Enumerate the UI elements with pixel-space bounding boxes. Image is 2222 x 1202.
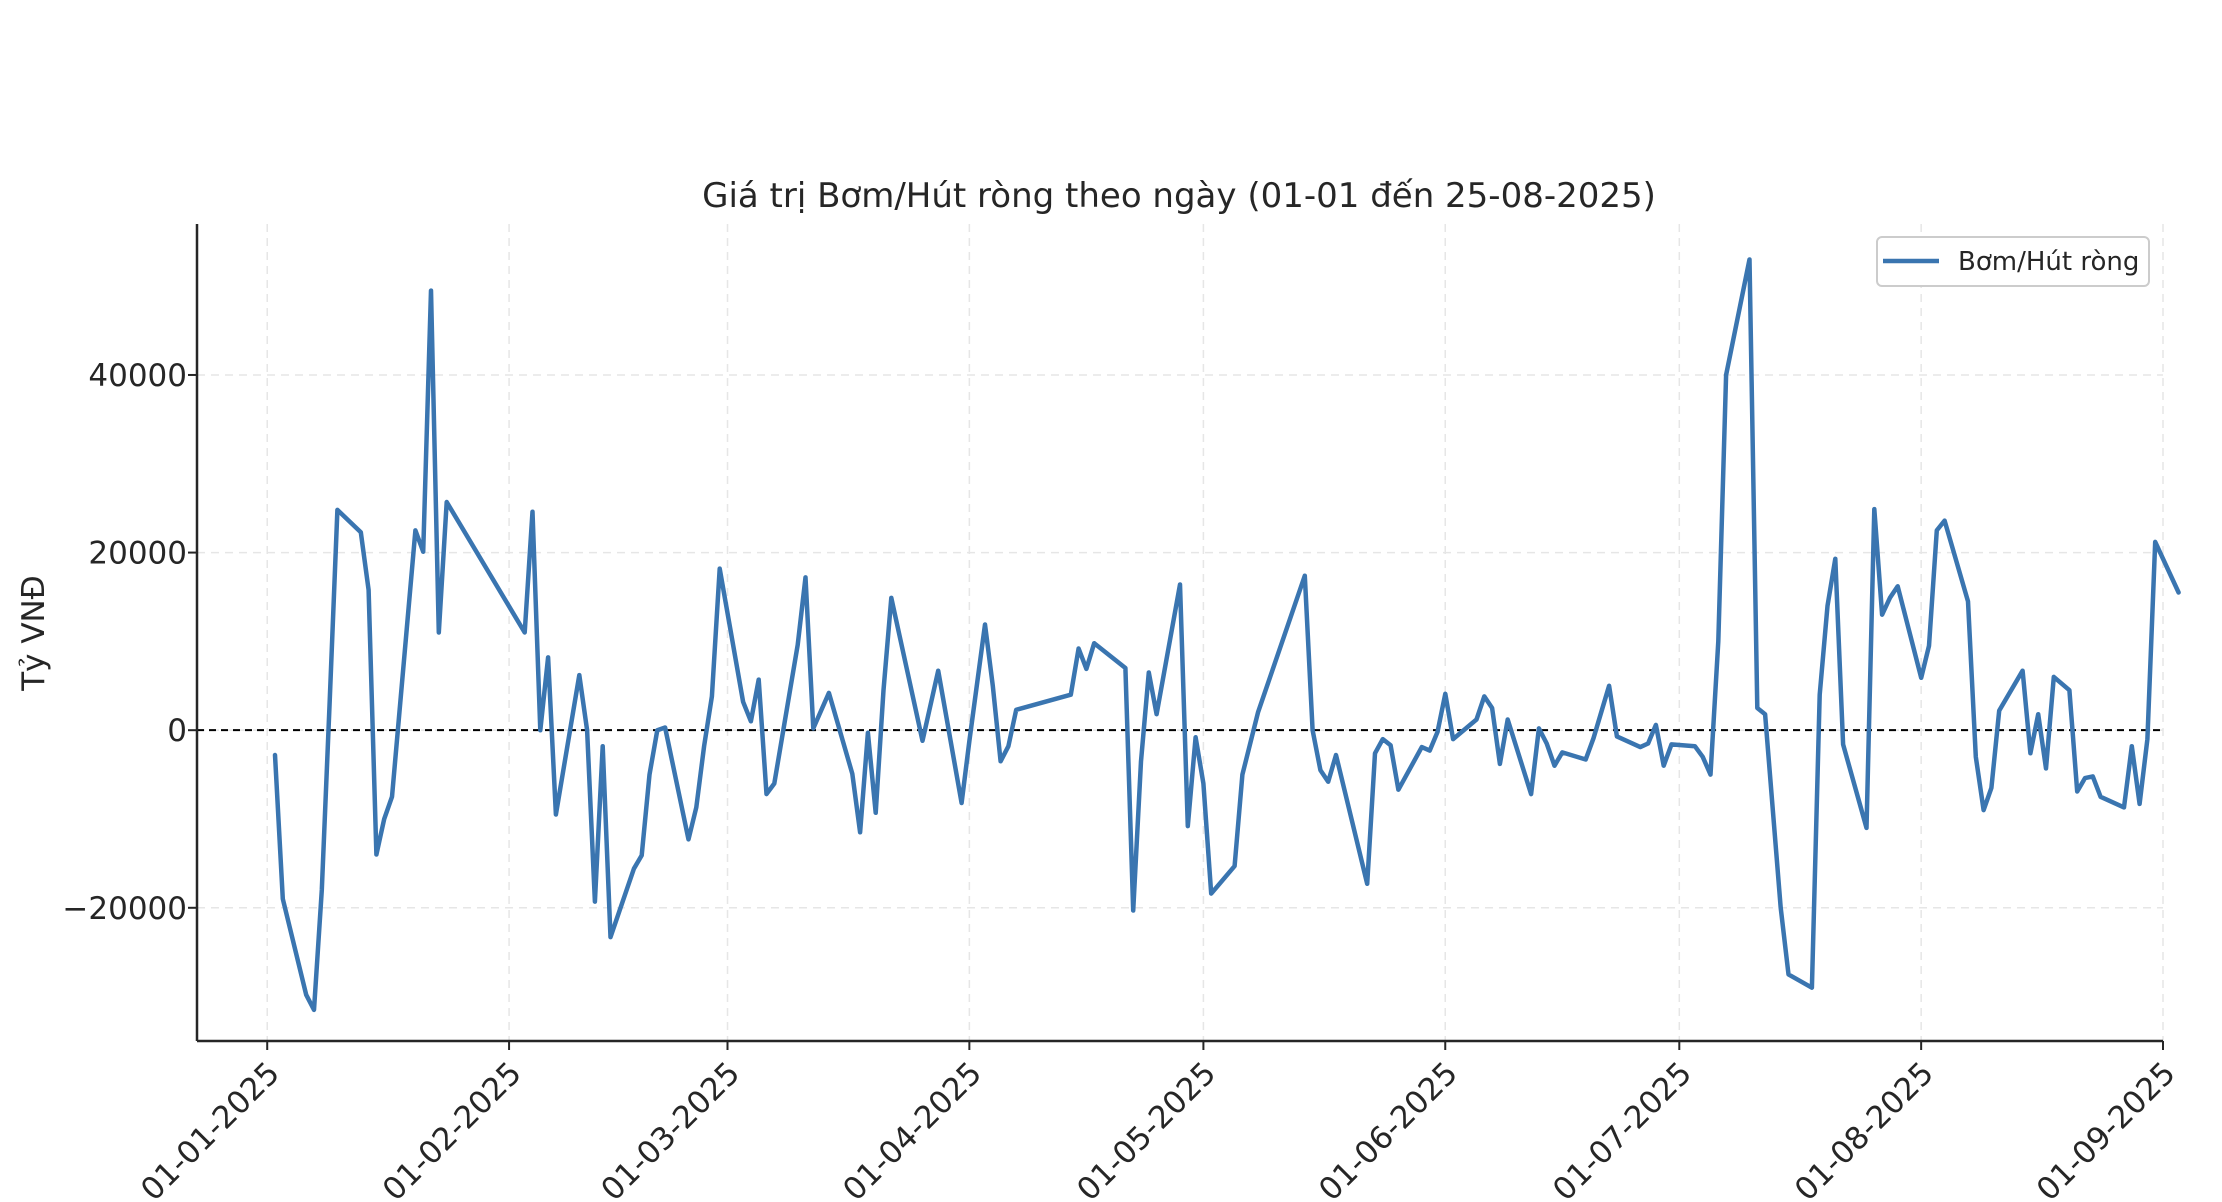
y-tick-label: 40000	[88, 358, 187, 394]
legend-label: Bơm/Hút ròng	[1958, 247, 2139, 277]
y-tick-label: −20000	[62, 891, 187, 927]
grid-lines	[197, 224, 2164, 1041]
series-line-bom-hut-rong	[272, 257, 2181, 1013]
legend: Bơm/Hút ròng	[1876, 236, 2150, 287]
chart-title: Giá trị Bơm/Hút ròng theo ngày (01-01 đế…	[702, 176, 1656, 216]
legend-frame	[1876, 236, 2150, 287]
y-axis-ticks: −20000 0 20000 40000	[62, 358, 197, 927]
y-tick-label: 0	[167, 713, 187, 749]
y-tick-label: 20000	[88, 536, 187, 572]
y-axis-label: Tỷ VNĐ	[16, 575, 52, 692]
